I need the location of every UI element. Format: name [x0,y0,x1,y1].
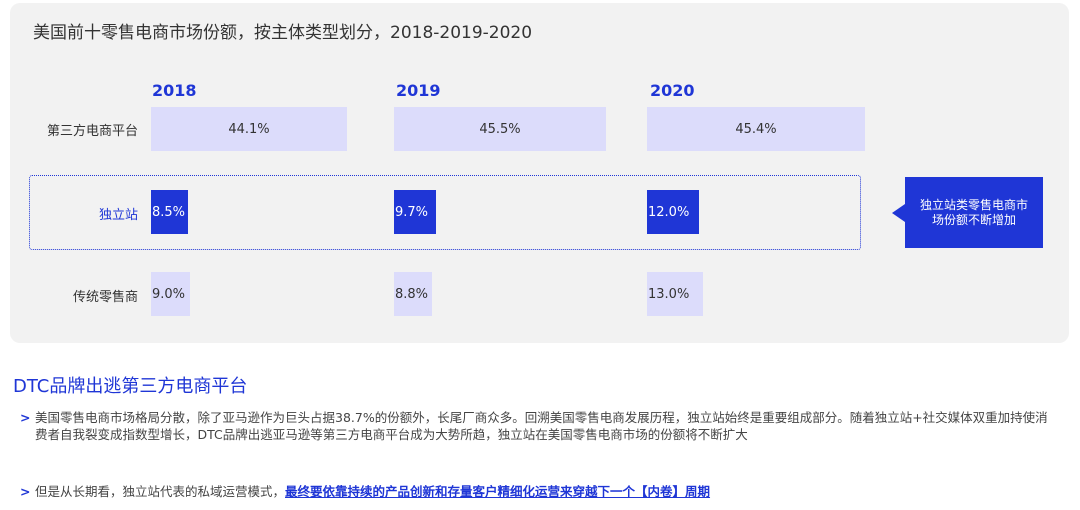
row-label-third-party: 第三方电商平台 [46,124,138,139]
callout-box: 独立站类零售电商市场份额不断增加 [905,177,1043,248]
row-label-independent-site: 独立站 [98,208,138,223]
cell-independent-site-2018: 8.5% [151,190,188,234]
cell-third-party-2020: 45.4% [647,107,865,151]
cell-independent-site-2020: 12.0% [647,190,699,234]
row-label-traditional-retailer: 传统零售商 [72,290,138,305]
cell-independent-site-2019: 9.7% [394,190,436,234]
cell-traditional-retailer-2020: 13.0% [647,272,703,316]
callout-arrow [892,204,905,222]
column-header-2020: 2020 [650,81,695,100]
chart-title: 美国前十零售电商市场份额，按主体类型划分，2018-2019-2020 [33,23,533,43]
chevron-right-icon: > [20,410,31,425]
independent-site-highlight [29,175,861,250]
bullet-2: > 但是从长期看，独立站代表的私域运营模式，最终要依靠持续的产品创新和存量客户精… [20,483,1050,500]
cell-third-party-2018: 44.1% [151,107,347,151]
bullet-2-text: 但是从长期看，独立站代表的私域运营模式， [35,484,286,499]
column-header-2018: 2018 [152,81,197,100]
cell-traditional-retailer-2019: 8.8% [394,272,432,316]
cell-third-party-2019: 45.5% [394,107,606,151]
cell-traditional-retailer-2018: 9.0% [151,272,190,316]
column-header-2019: 2019 [396,81,441,100]
section-title: DTC品牌出逃第三方电商平台 [13,376,248,397]
chevron-right-icon: > [20,484,31,499]
bullet-2-link[interactable]: 最终要依靠持续的产品创新和存量客户精细化运营来穿越下一个【内卷】周期 [285,484,711,499]
bullet-1-text: 美国零售电商市场格局分散，除了亚马逊作为巨头占据38.7%的份额外，长尾厂商众多… [35,410,1048,442]
callout-text: 独立站类零售电商市场份额不断增加 [919,197,1028,227]
bullet-1: > 美国零售电商市场格局分散，除了亚马逊作为巨头占据38.7%的份额外，长尾厂商… [20,409,1050,443]
